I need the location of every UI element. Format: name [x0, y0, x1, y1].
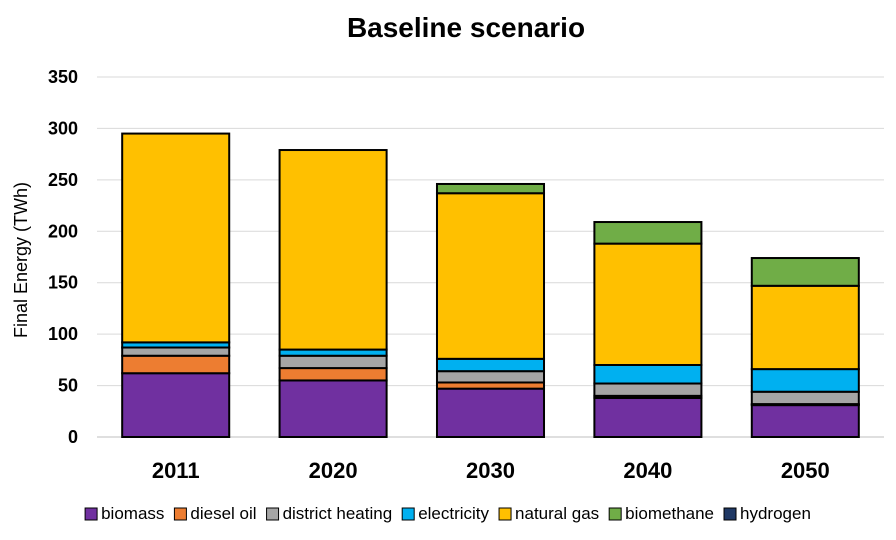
bar-segment-natural-gas-2020: [278, 149, 388, 351]
bar-segment-natural-gas-2050: [750, 284, 860, 371]
bar-segment-biomass-2040: [593, 396, 703, 438]
bar-segment-diesel-oil-2020: [278, 367, 388, 382]
bar-segment-biomethane-2050: [750, 257, 860, 287]
legend-swatch: [608, 507, 622, 521]
bar-segment-biomethane-2040: [593, 221, 703, 245]
legend-swatch: [266, 507, 280, 521]
y-tick-label: 300: [48, 118, 78, 138]
y-tick-label: 100: [48, 324, 78, 344]
bar-segment-biomass-2030: [435, 387, 546, 438]
bar-segment-biomethane-2030: [435, 182, 546, 195]
legend-item-biomethane: biomethane: [608, 504, 714, 523]
x-tick-label: 2030: [466, 458, 515, 483]
legend-item-biomass: biomass: [84, 504, 164, 523]
y-tick-label: 50: [58, 376, 78, 396]
legend-label: biomass: [101, 504, 164, 523]
y-tick-label: 0: [68, 427, 78, 447]
bar-segment-electricity-2030: [435, 357, 546, 373]
legend-label: diesel oil: [190, 504, 256, 523]
x-tick-label: 2020: [309, 458, 358, 483]
x-tick-label: 2040: [623, 458, 672, 483]
x-axis-ticks: 2011 2020 2030 2040 2050: [152, 458, 830, 483]
bar-segment-district-heating-2050: [750, 390, 860, 406]
x-tick-label: 2011: [152, 458, 200, 483]
bar-segment-electricity-2040: [593, 364, 703, 385]
bar-stack-2040: [593, 221, 703, 438]
legend-swatch: [173, 507, 187, 521]
bar-segment-diesel-oil-2011: [121, 354, 231, 375]
legend-label: district heating: [283, 504, 393, 523]
bar-segment-natural-gas-2040: [593, 242, 703, 366]
legend-label: hydrogen: [740, 504, 811, 523]
legend-item-natural-gas: natural gas: [498, 504, 599, 523]
bar-segment-district-heating-2040: [593, 382, 703, 397]
bar-segment-electricity-2050: [750, 368, 860, 393]
bar-stack-2011: [121, 132, 231, 439]
y-axis-ticks: 0 50 100 150 200 250 300 350: [48, 67, 78, 447]
bar-stack-2030: [435, 182, 546, 438]
y-axis-label: Final Energy (TWh): [11, 182, 31, 338]
legend-swatch: [723, 507, 737, 521]
bar-segment-natural-gas-2030: [435, 192, 546, 360]
legend-label: natural gas: [515, 504, 599, 523]
y-tick-label: 250: [48, 170, 78, 190]
legend-swatch: [401, 507, 415, 521]
legend-item-diesel-oil: diesel oil: [173, 504, 257, 523]
legend-label: electricity: [418, 504, 489, 523]
chart-title: Baseline scenario: [347, 12, 585, 43]
bar-segment-biomass-2011: [121, 372, 231, 439]
bar-segment-biomass-2020: [278, 379, 388, 438]
bar-segment-district-heating-2011: [121, 346, 231, 357]
legend: biomass diesel oil district heating electri…: [84, 504, 811, 523]
legend-label: biomethane: [625, 504, 714, 523]
y-tick-label: 350: [48, 67, 78, 87]
bar-segment-biomass-2050: [750, 404, 860, 439]
bar-segment-district-heating-2030: [435, 370, 546, 384]
bar-segment-natural-gas-2011: [121, 132, 231, 344]
bars: [121, 132, 860, 439]
legend-swatch: [498, 507, 512, 521]
legend-item-hydrogen: hydrogen: [723, 504, 811, 523]
x-tick-label: 2050: [781, 458, 830, 483]
legend-swatch: [84, 507, 98, 521]
bar-stack-2050: [750, 257, 860, 439]
bar-stack-2020: [278, 149, 388, 438]
legend-item-electricity: electricity: [401, 504, 490, 523]
legend-item-district-heating: district heating: [266, 504, 393, 523]
y-tick-label: 150: [48, 273, 78, 293]
bar-segment-district-heating-2020: [278, 354, 388, 370]
y-tick-label: 200: [48, 221, 78, 241]
